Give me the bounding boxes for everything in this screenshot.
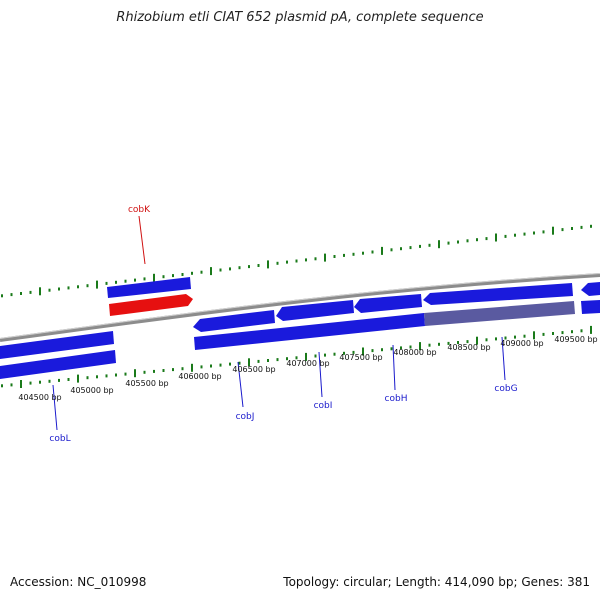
gene-block[interactable] xyxy=(0,331,114,359)
tick-label: 405000 bp xyxy=(70,386,113,395)
label-line-cobH xyxy=(392,344,396,391)
gene-block-cobJ[interactable] xyxy=(193,310,275,332)
gene-block-cobK[interactable] xyxy=(109,294,193,316)
gene-labels: cobK cobL cobJ cobI cobH cobG xyxy=(49,205,517,444)
gene-label-cobH[interactable]: cobH xyxy=(385,394,408,404)
gene-blocks xyxy=(0,277,600,379)
gene-label-lines xyxy=(52,215,506,431)
gene-label-cobG[interactable]: cobG xyxy=(494,384,517,394)
gene-block[interactable] xyxy=(194,313,425,350)
gene-label-cobL[interactable]: cobL xyxy=(49,434,70,444)
tick-label: 407000 bp xyxy=(286,359,329,368)
minor-ticks-upper xyxy=(1,224,592,298)
tick-label: 409000 bp xyxy=(500,339,543,348)
gene-block[interactable] xyxy=(581,282,600,296)
gene-block[interactable] xyxy=(581,300,600,314)
tick-label: 409500 bp xyxy=(554,335,597,344)
label-line-cobI xyxy=(318,351,323,398)
gene-label-cobK[interactable]: cobK xyxy=(128,205,151,215)
tick-label: 408000 bp xyxy=(393,348,436,357)
gene-block[interactable] xyxy=(107,277,191,298)
label-line-cobL xyxy=(52,384,58,431)
gene-block-cobL[interactable] xyxy=(0,350,116,379)
map-title: Rhizobium etli CIAT 652 plasmid pA, comp… xyxy=(116,10,484,25)
tick-label: 406000 bp xyxy=(178,372,221,381)
gene-block-cobH[interactable] xyxy=(354,294,422,313)
label-line-cobJ xyxy=(237,361,244,408)
backbone-highlight xyxy=(0,273,600,339)
gene-block-overlap[interactable] xyxy=(424,301,575,326)
gene-block-cobG[interactable] xyxy=(423,283,573,305)
label-line-cobK xyxy=(138,215,146,265)
gene-label-cobJ[interactable]: cobJ xyxy=(236,412,255,422)
backbone-track xyxy=(0,273,600,342)
tick-label: 408500 bp xyxy=(447,343,490,352)
tick-label: 405500 bp xyxy=(125,379,168,388)
gene-block-cobI[interactable] xyxy=(276,300,354,321)
gene-label-cobI[interactable]: cobI xyxy=(314,401,333,411)
tick-label: 407500 bp xyxy=(339,353,382,362)
label-line-cobG xyxy=(501,336,506,381)
scale-tick-labels: 404500 bp 405000 bp 405500 bp 406000 bp … xyxy=(18,335,597,402)
accession-label: Accession: NC_010998 xyxy=(10,575,147,589)
topology-summary: Topology: circular; Length: 414,090 bp; … xyxy=(283,575,590,589)
tick-label: 406500 bp xyxy=(232,365,275,374)
minor-ticks-lower xyxy=(1,325,592,388)
tick-label: 404500 bp xyxy=(18,393,61,402)
